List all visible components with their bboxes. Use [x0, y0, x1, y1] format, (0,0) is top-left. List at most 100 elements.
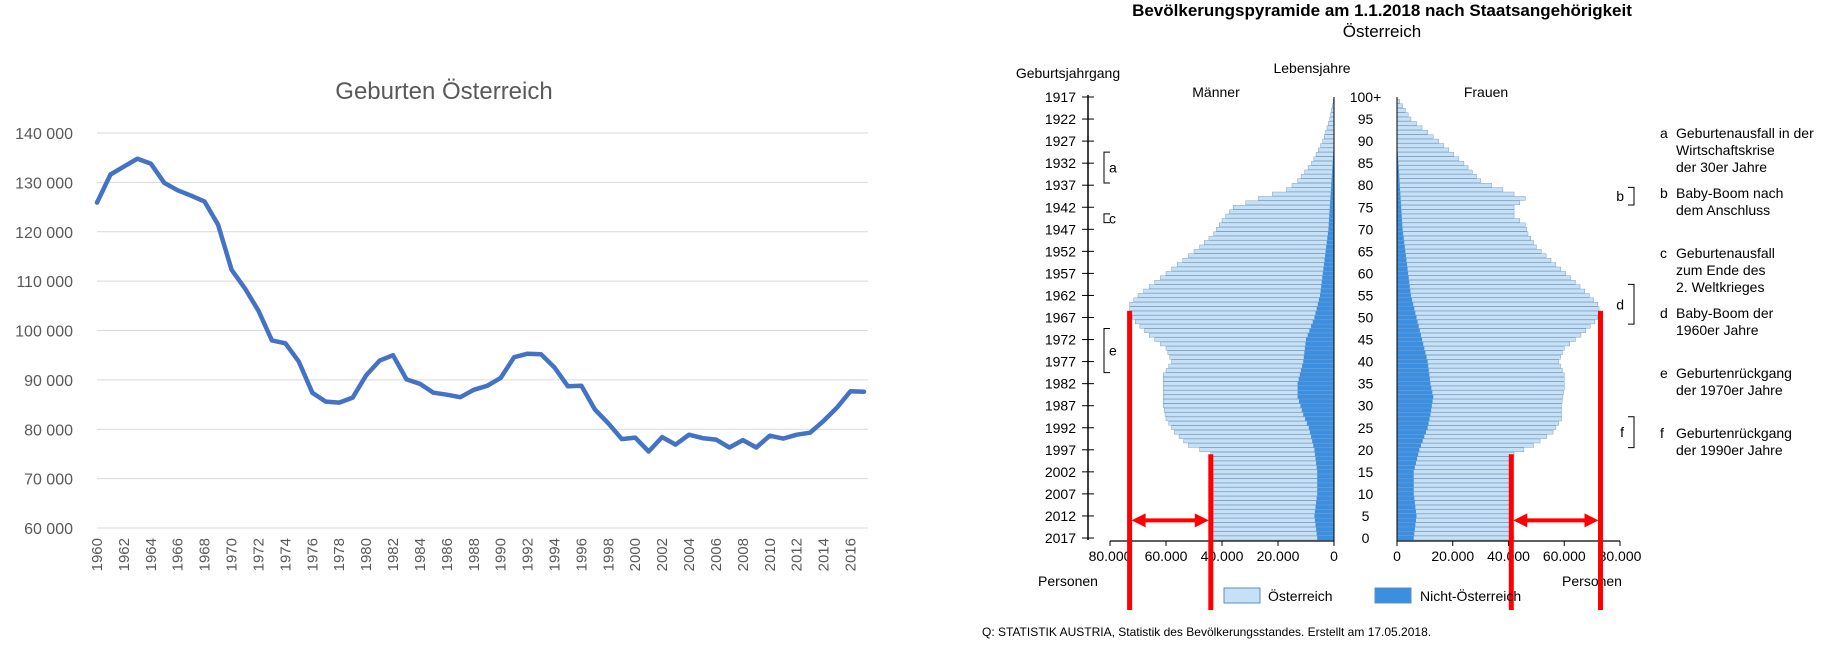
bar-men-nicht-oesterreich — [1297, 386, 1334, 391]
bar-women-nicht-oesterreich — [1397, 465, 1415, 470]
bar-men-nicht-oesterreich — [1300, 368, 1334, 373]
legend-label-oesterreich: Österreich — [1268, 587, 1333, 604]
bar-men-nicht-oesterreich — [1316, 527, 1334, 532]
bar-women-nicht-oesterreich — [1397, 518, 1416, 523]
x-tick-label: 1972 — [250, 538, 267, 571]
bar-women-nicht-oesterreich — [1397, 452, 1419, 457]
bar-men-nicht-oesterreich — [1320, 293, 1334, 298]
bar-men-oesterreich — [1210, 535, 1335, 541]
men-x-tick-label: 80.000 — [1089, 548, 1132, 564]
bar-men-nicht-oesterreich — [1329, 214, 1334, 219]
annotation-legend-text: 1960er Jahre — [1676, 322, 1759, 338]
annotation-bracket — [1628, 283, 1635, 325]
x-tick-label: 1962 — [116, 538, 133, 571]
pyramid-axes: 1917 1922 1927 1932 1937 1942 1947 1952 1957 1962… — [1045, 89, 1642, 564]
bar-women-nicht-oesterreich — [1397, 438, 1423, 443]
bar-women-nicht-oesterreich — [1397, 381, 1431, 386]
bar-women-nicht-oesterreich — [1397, 483, 1414, 488]
persons-label-right: Personen — [1562, 573, 1622, 589]
y-tick-label: 60 000 — [24, 521, 73, 538]
bar-women-nicht-oesterreich — [1397, 187, 1401, 192]
bar-men-oesterreich — [1160, 275, 1335, 281]
bar-men-oesterreich — [1304, 169, 1335, 175]
age-tick-label: 30 — [1358, 398, 1374, 414]
bar-women-nicht-oesterreich — [1397, 430, 1426, 435]
bar-women-nicht-oesterreich — [1397, 443, 1421, 448]
age-tick-label: 100+ — [1350, 89, 1382, 105]
age-tick-label: 45 — [1358, 332, 1374, 348]
bar-men-oesterreich — [1213, 231, 1335, 236]
x-tick-label: 1968 — [197, 538, 214, 571]
age-tick-label: 85 — [1358, 155, 1374, 171]
bar-men-oesterreich — [1216, 227, 1335, 232]
annotation-key: f — [1620, 424, 1624, 440]
x-tick-label: 2014 — [816, 538, 833, 571]
bar-women-oesterreich — [1396, 284, 1581, 289]
x-tick-label: 1982 — [385, 538, 402, 571]
bar-women-oesterreich — [1396, 531, 1514, 536]
annotation-legend-text: 2. Weltkrieges — [1676, 279, 1764, 295]
bar-men-nicht-oesterreich — [1326, 240, 1334, 245]
year-tick-label: 1982 — [1045, 376, 1076, 392]
bar-men-nicht-oesterreich — [1303, 359, 1334, 364]
bar-men-oesterreich — [1219, 222, 1335, 228]
year-tick-label: 2007 — [1045, 486, 1076, 502]
bar-women-oesterreich — [1396, 134, 1434, 139]
bar-women-nicht-oesterreich — [1397, 408, 1432, 413]
bar-men-nicht-oesterreich — [1301, 408, 1334, 413]
annotation-legend-text: Geburtenrückgang — [1676, 365, 1792, 381]
bar-men-oesterreich — [1313, 156, 1335, 161]
bar-women-oesterreich — [1396, 332, 1582, 338]
bar-men-oesterreich — [1211, 460, 1335, 466]
bar-women-oesterreich — [1396, 196, 1526, 201]
annotation-legend-key: b — [1660, 185, 1668, 201]
age-tick-label: 25 — [1358, 420, 1374, 436]
x-tick-label: 1990 — [493, 538, 510, 571]
bar-women-nicht-oesterreich — [1397, 359, 1428, 364]
bar-women-nicht-oesterreich — [1397, 214, 1402, 219]
bar-men-nicht-oesterreich — [1330, 192, 1334, 197]
annotation-key: b — [1616, 188, 1624, 204]
bar-men-nicht-oesterreich — [1304, 346, 1334, 351]
annotation-legend-text: Wirtschaftskrise — [1676, 142, 1775, 158]
bar-men-nicht-oesterreich — [1297, 381, 1334, 386]
bar-men-oesterreich — [1133, 297, 1335, 303]
bar-women-nicht-oesterreich — [1397, 284, 1410, 289]
year-tick-label: 1927 — [1045, 133, 1076, 149]
x-tick-label: 1966 — [170, 538, 187, 571]
bar-men-oesterreich — [1213, 500, 1335, 505]
bar-men-nicht-oesterreich — [1297, 394, 1334, 399]
bar-men-nicht-oesterreich — [1329, 205, 1334, 210]
bar-women-nicht-oesterreich — [1397, 478, 1414, 483]
bar-women-nicht-oesterreich — [1397, 227, 1403, 232]
year-tick-label: 1992 — [1045, 420, 1076, 436]
women-x-tick-label: 40.000 — [1487, 548, 1530, 564]
bar-women-oesterreich — [1396, 310, 1601, 316]
women-x-tick-label: 0 — [1393, 548, 1401, 564]
age-tick-label: 90 — [1358, 133, 1374, 149]
bar-men-nicht-oesterreich — [1322, 275, 1334, 280]
bar-men-oesterreich — [1211, 526, 1335, 532]
bar-women-oesterreich — [1396, 293, 1590, 298]
annotation-legend-text: zum Ende des — [1676, 262, 1766, 278]
age-tick-label: 0 — [1362, 530, 1370, 546]
bar-women-oesterreich — [1396, 222, 1526, 228]
x-tick-label: 2016 — [843, 538, 860, 571]
annotation-bracket — [1103, 328, 1110, 374]
bar-women-nicht-oesterreich — [1397, 156, 1399, 161]
annotation-legend-key: a — [1660, 125, 1668, 141]
bar-women-nicht-oesterreich — [1397, 461, 1416, 466]
bar-men-nicht-oesterreich — [1309, 328, 1334, 333]
x-tick-label: 1980 — [358, 538, 375, 571]
bar-men-oesterreich — [1213, 496, 1335, 501]
y-tick-label: 70 000 — [24, 472, 73, 489]
age-tick-label: 15 — [1358, 464, 1374, 480]
bar-women-nicht-oesterreich — [1397, 258, 1407, 263]
bar-men-nicht-oesterreich — [1316, 496, 1334, 501]
year-tick-label: 1942 — [1045, 199, 1076, 215]
bar-women-oesterreich — [1396, 231, 1529, 236]
age-tick-label: 10 — [1358, 486, 1374, 502]
x-tick-label: 1992 — [520, 538, 537, 571]
bar-women-oesterreich — [1396, 174, 1477, 179]
annotation-legend-key: c — [1660, 245, 1667, 261]
